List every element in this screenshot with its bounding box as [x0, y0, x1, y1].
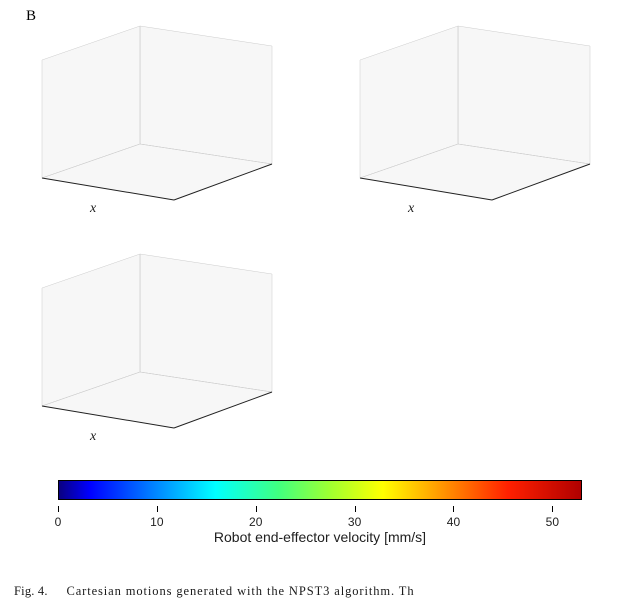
colorbar-tick-label: 10 [150, 515, 163, 529]
colorbar-tick [453, 506, 454, 512]
colorbar-tick [157, 506, 158, 512]
colorbar-tick-label: 40 [447, 515, 460, 529]
colorbar-tick [58, 506, 59, 512]
plot-row: x [20, 246, 620, 464]
colorbar-ticks [58, 506, 582, 512]
caption-text: Cartesian motions generated with the NPS… [66, 584, 414, 598]
axis-label-x: x [89, 201, 97, 216]
colorbar-gradient [58, 480, 582, 500]
colorbar-tick [355, 506, 356, 512]
caption-prefix: Fig. 4. [14, 584, 48, 598]
colorbar-title: Robot end-effector velocity [mm/s] [58, 529, 582, 545]
colorbar-tick-label: 30 [348, 515, 361, 529]
plot3d: x [338, 18, 608, 236]
colorbar-tick-label: 50 [546, 515, 559, 529]
colorbar-tick-label: 0 [55, 515, 62, 529]
colorbar: 0 10 20 30 40 50 Robot end-effector velocity … [58, 480, 582, 560]
axis-label-x: x [89, 429, 97, 444]
back-wall [140, 26, 272, 164]
figure-caption: Fig. 4. Cartesian motions generated with… [14, 584, 626, 599]
plot-row: x x [20, 18, 620, 236]
colorbar-tick [256, 506, 257, 512]
axis-label-x: x [407, 201, 415, 216]
colorbar-tick-labels: 0 10 20 30 40 50 [58, 515, 582, 529]
plot3d: x [20, 246, 290, 464]
colorbar-tick [552, 506, 553, 512]
plot3d: x [20, 18, 290, 236]
colorbar-tick-label: 20 [249, 515, 262, 529]
plot-grid: x x [20, 18, 620, 474]
